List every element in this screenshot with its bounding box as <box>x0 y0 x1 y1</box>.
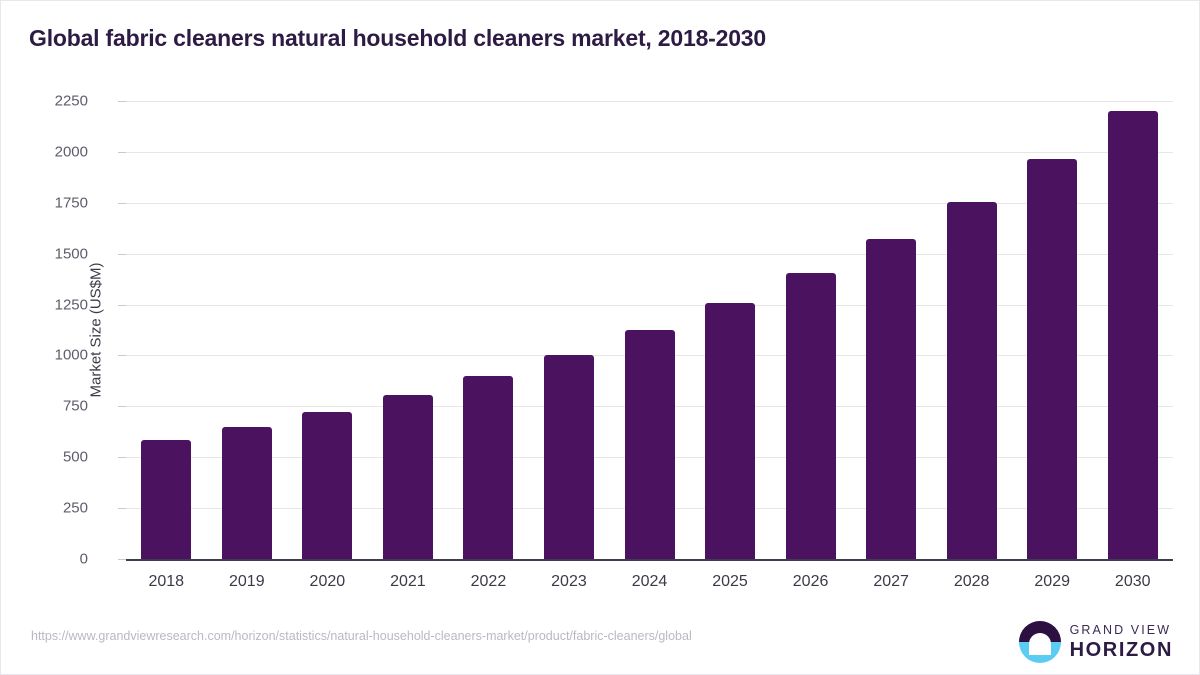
y-axis-tick-mark <box>118 508 126 510</box>
logo-dome <box>1028 632 1051 655</box>
y-axis-title: Market Size (US$M) <box>87 262 105 398</box>
x-axis-tick-label: 2029 <box>1034 573 1070 590</box>
x-axis-tick-label: 2027 <box>873 573 909 590</box>
y-axis-tick-label: 750 <box>62 397 88 415</box>
bar[interactable] <box>705 303 756 559</box>
y-axis-tick-label: 500 <box>62 448 88 466</box>
y-axis-tick-label: 0 <box>79 550 88 568</box>
y-axis-tick-mark <box>118 101 126 102</box>
x-axis-tick-label: 2022 <box>470 573 507 590</box>
y-axis-tick-mark <box>118 151 126 153</box>
bar[interactable] <box>221 426 272 559</box>
logo-line-1 <box>1031 647 1048 651</box>
bar[interactable] <box>866 239 917 559</box>
bar[interactable] <box>946 201 997 559</box>
brand-logo: GRAND VIEW HORIZON <box>1018 621 1173 663</box>
gridline <box>126 151 1173 153</box>
bar[interactable] <box>141 439 192 559</box>
bar[interactable] <box>1027 159 1078 559</box>
brand-name-primary: GRAND VIEW <box>1069 622 1172 637</box>
y-axis-tick-mark <box>118 457 126 459</box>
x-axis-tick-label: 2024 <box>631 573 668 590</box>
y-axis-tick-mark <box>118 304 126 306</box>
x-axis-tick-label: 2028 <box>953 573 990 590</box>
gridline <box>126 253 1173 255</box>
bar[interactable] <box>382 395 433 559</box>
horizon-sun-icon <box>1018 621 1061 663</box>
y-axis-tick-label: 2250 <box>54 92 88 110</box>
y-axis-tick-mark <box>118 406 126 408</box>
y-axis-tick-label: 1500 <box>54 245 88 263</box>
x-axis-tick-label: 2021 <box>390 573 426 590</box>
x-axis-tick-label: 2023 <box>551 573 587 590</box>
y-axis-tick-mark <box>118 202 126 204</box>
x-axis-tick-label: 2025 <box>712 573 748 590</box>
y-axis-tick-label: 1750 <box>54 194 88 212</box>
bar[interactable] <box>302 412 353 559</box>
bar[interactable] <box>624 330 675 559</box>
brand-name-secondary: HORIZON <box>1069 639 1173 662</box>
source-url[interactable]: https://www.grandviewresearch.com/horizo… <box>31 629 692 643</box>
gridline <box>126 101 1173 102</box>
y-axis-tick-label: 1250 <box>54 296 88 314</box>
logo-top-half <box>1018 621 1061 642</box>
x-axis-line <box>126 559 1173 561</box>
bar[interactable] <box>1107 111 1158 559</box>
x-axis-tick-label: 2019 <box>229 573 265 590</box>
chart-title: Global fabric cleaners natural household… <box>29 25 766 51</box>
brand-logo-text: GRAND VIEW HORIZON <box>1070 624 1173 661</box>
bar[interactable] <box>785 273 836 559</box>
y-axis-tick-label: 250 <box>62 499 88 517</box>
gridline <box>126 304 1173 306</box>
x-axis-tick-label: 2020 <box>309 573 346 590</box>
logo-line-2 <box>1034 652 1045 656</box>
bar[interactable] <box>543 355 594 559</box>
x-axis-tick-label: 2018 <box>148 573 185 590</box>
bar[interactable] <box>463 376 514 559</box>
gridline <box>126 202 1173 204</box>
x-axis-tick-label: 2030 <box>1114 573 1151 590</box>
y-axis-tick-label: 1000 <box>54 346 88 364</box>
y-axis-tick-mark <box>118 559 126 560</box>
x-axis-tick-label: 2026 <box>792 573 829 590</box>
y-axis-tick-mark <box>118 355 126 357</box>
y-axis-tick-label: 2000 <box>54 143 88 161</box>
y-axis-tick-mark <box>118 253 126 255</box>
plot-area: Market Size (US$M) 0 250 500 750 1000 1250 150… <box>55 93 1173 568</box>
